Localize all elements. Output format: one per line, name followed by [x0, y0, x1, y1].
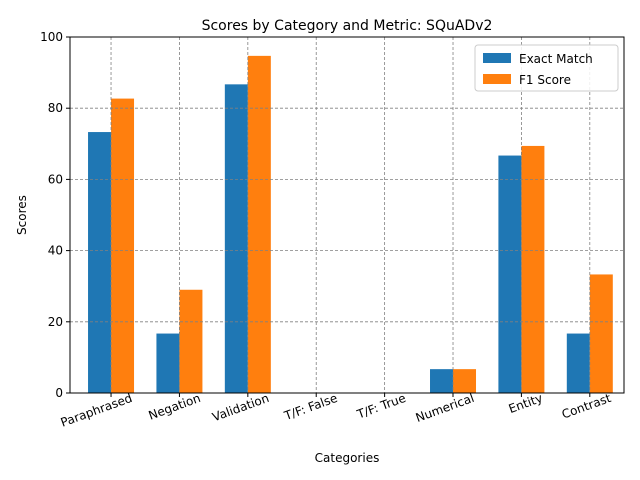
legend-swatch [483, 53, 511, 63]
axes [69, 36, 625, 394]
bar-exact-match [224, 84, 248, 394]
x-axis-title: Categories [315, 451, 380, 465]
legend-label: F1 Score [519, 73, 571, 87]
y-axis-title: Scores [15, 195, 29, 235]
legend: Exact Match F1 Score [474, 44, 619, 92]
bar-f1-score [179, 289, 203, 393]
bar-f1-score [589, 274, 613, 393]
y-tick-label: 100 [40, 30, 63, 44]
bar-exact-match [566, 333, 590, 393]
chart-title: Scores by Category and Metric: SQuADv2 [202, 18, 493, 34]
bar-f1-score [521, 145, 545, 393]
y-tick-label: 80 [48, 101, 63, 115]
bar-f1-score [247, 55, 271, 393]
bars [88, 55, 613, 394]
y-tick-label: 0 [55, 386, 63, 400]
bar-exact-match [430, 369, 454, 393]
bar-exact-match [156, 333, 180, 393]
bar-exact-match [88, 132, 112, 393]
y-tick-label: 40 [48, 244, 63, 258]
bar-exact-match [498, 155, 522, 393]
plot-frame [69, 36, 625, 394]
bar-f1-score [453, 369, 477, 393]
y-tick-label: 60 [48, 172, 63, 186]
bar-f1-score [111, 98, 135, 393]
y-tick-label: 20 [48, 315, 63, 329]
legend-label: Exact Match [519, 52, 593, 66]
legend-swatch [483, 74, 511, 84]
